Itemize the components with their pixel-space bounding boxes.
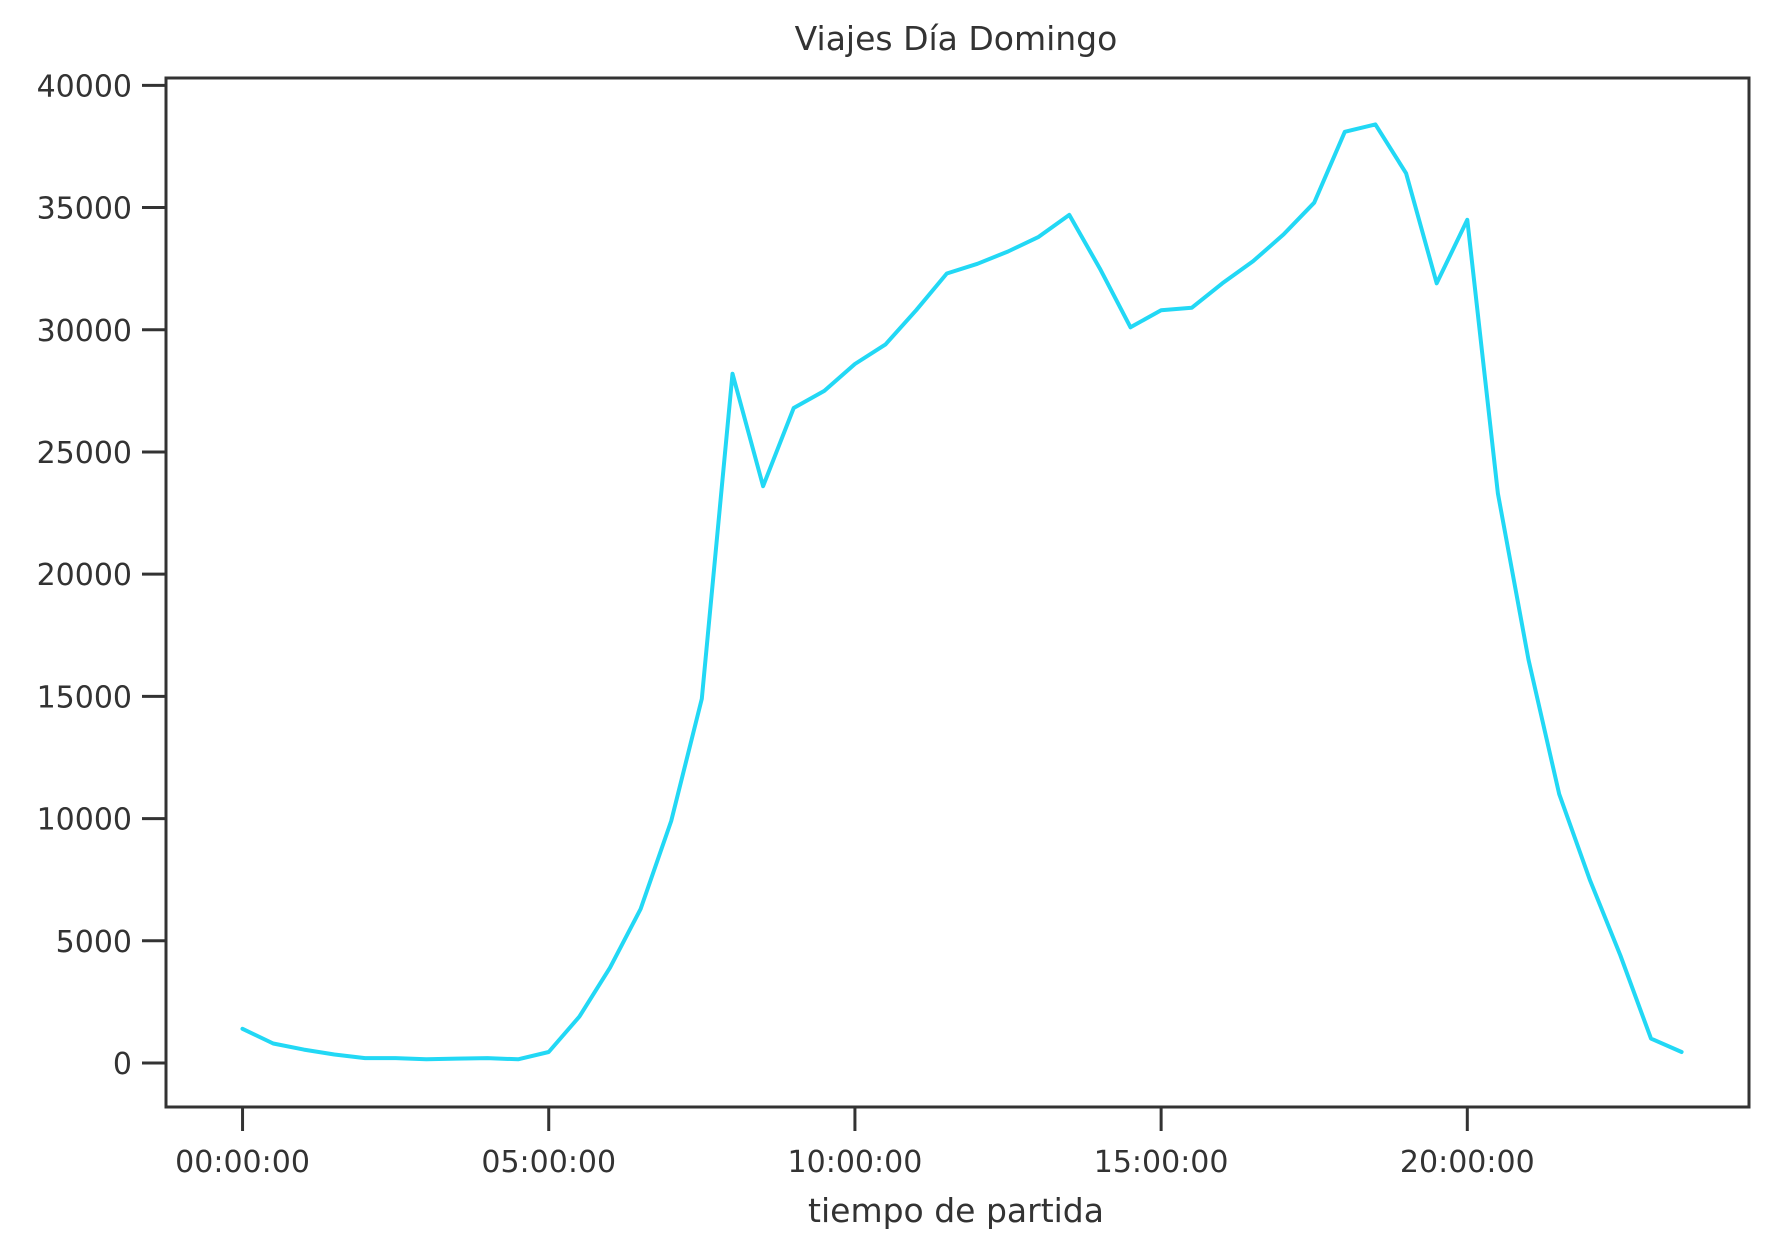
y-tick-label-4: 20000 [37,558,132,593]
plot-area: 0 5000 10000 15000 20000 25000 30000 35000 40000… [37,69,1751,1180]
y-tick-label-5: 25000 [37,436,132,471]
x-axis-label: tiempo de partida [808,1191,1104,1230]
x-tick-label-1: 05:00:00 [481,1145,616,1180]
y-tick-label-7: 35000 [37,192,132,227]
x-tick-label-3: 15:00:00 [1094,1145,1229,1180]
chart-title: Viajes Día Domingo [795,19,1118,58]
y-tick-label-1: 5000 [56,925,132,960]
series-line-0 [240,122,1684,1062]
x-tick-label-4: 20:00:00 [1400,1145,1535,1180]
y-tick-label-0: 0 [113,1047,132,1082]
y-tick-label-8: 40000 [37,69,132,104]
y-tick-label-3: 15000 [37,680,132,715]
y-tick-label-2: 10000 [37,803,132,838]
x-tick-label-2: 10:00:00 [788,1145,923,1180]
plot-frame [164,76,1751,1109]
y-tick-label-6: 30000 [37,314,132,349]
x-tick-label-0: 00:00:00 [175,1145,310,1180]
